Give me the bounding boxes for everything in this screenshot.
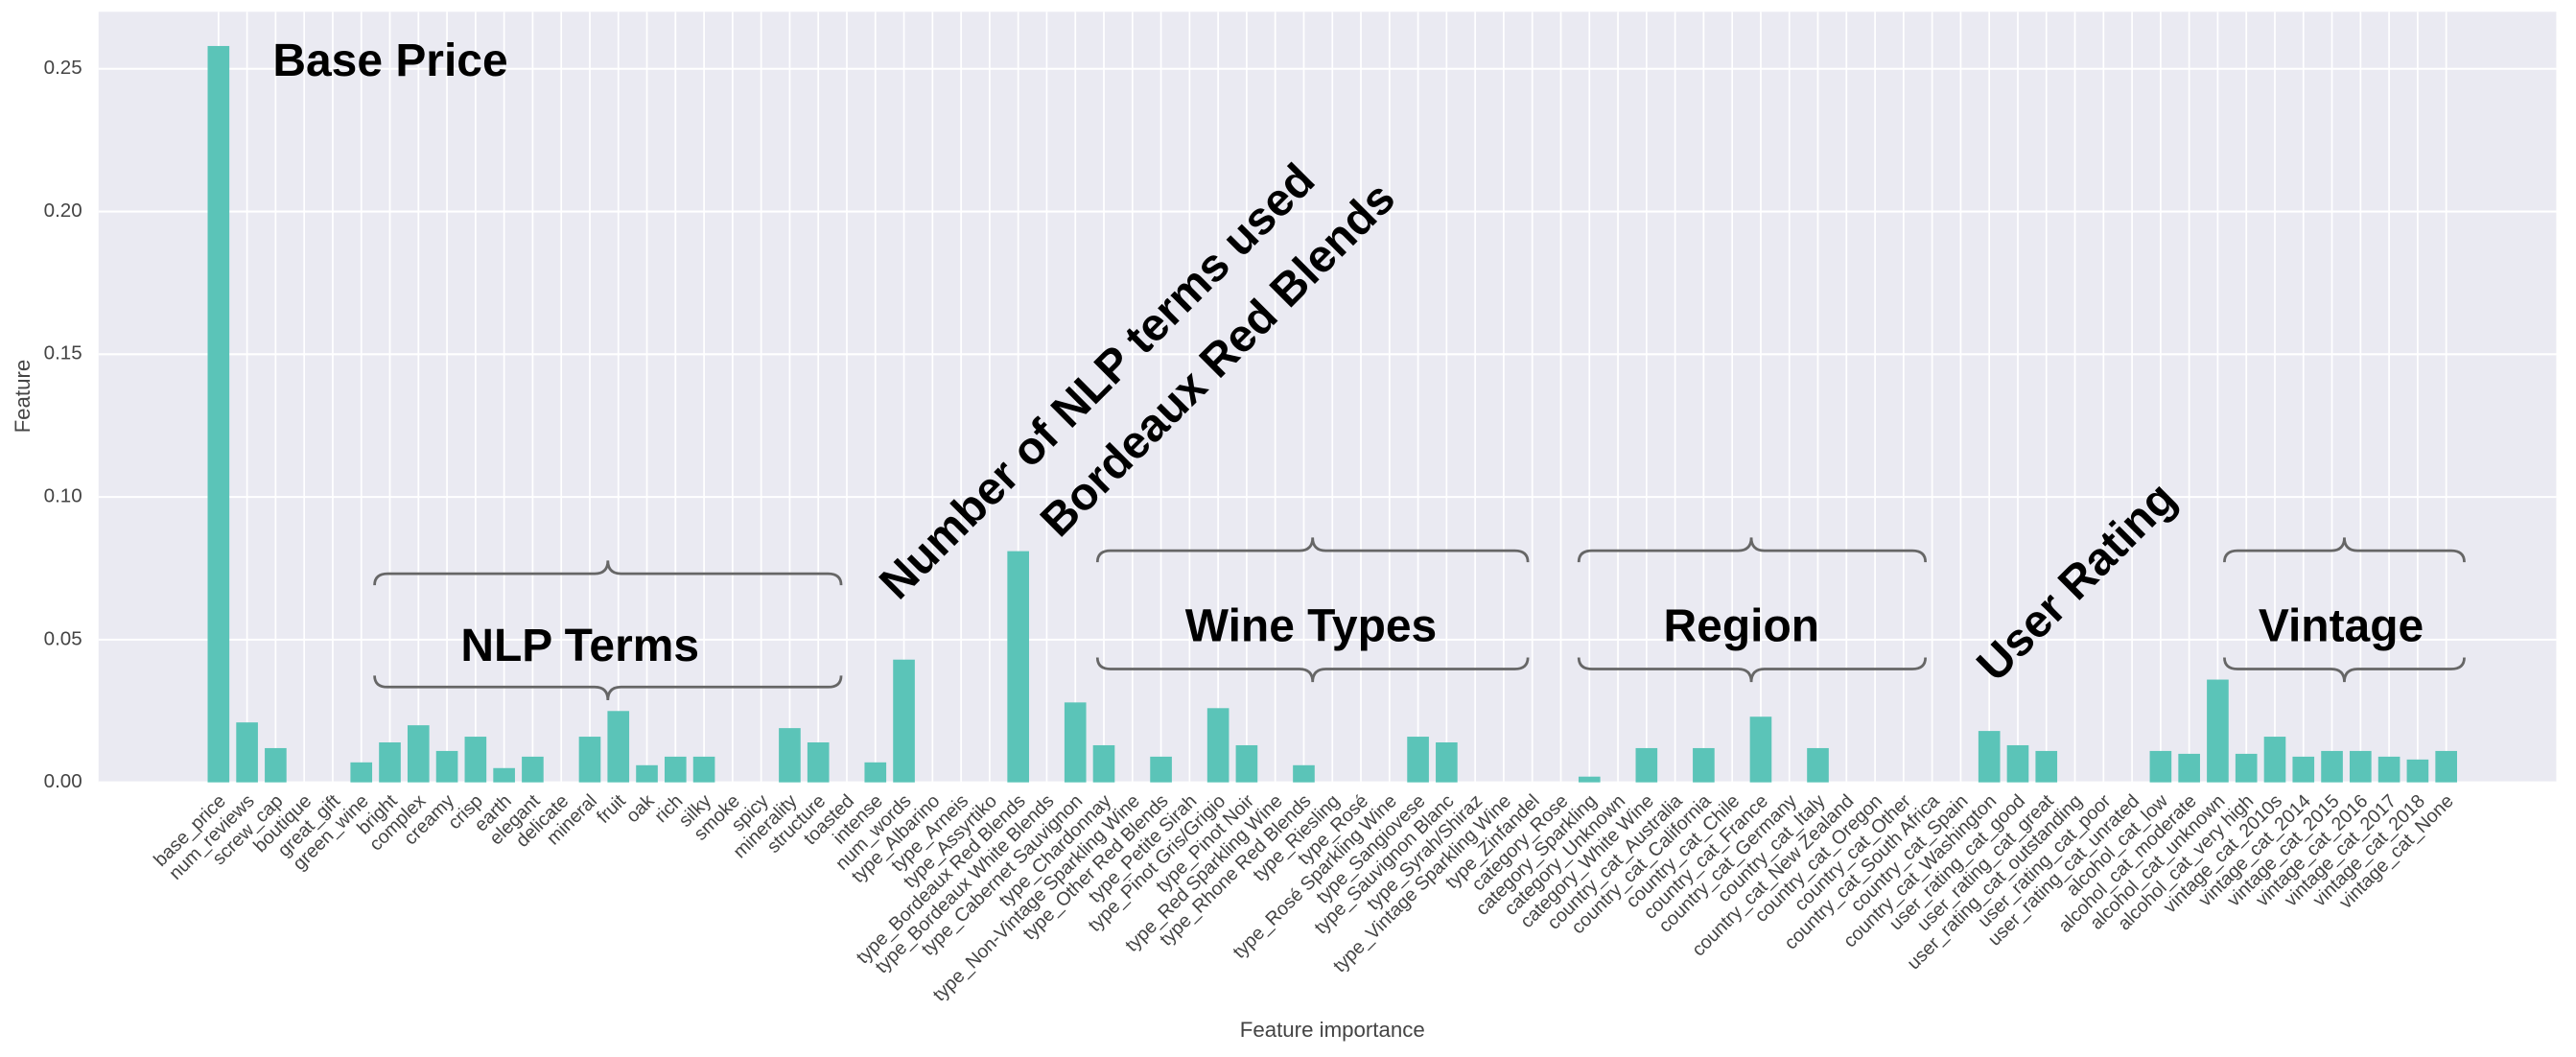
brace bbox=[373, 560, 843, 586]
brace bbox=[2223, 537, 2466, 563]
bar bbox=[779, 728, 801, 783]
bar bbox=[1436, 742, 1458, 783]
bar bbox=[236, 722, 258, 783]
braces bbox=[373, 537, 2466, 701]
bar bbox=[379, 742, 401, 783]
bar bbox=[1206, 708, 1229, 783]
bar bbox=[1749, 716, 1772, 783]
bar bbox=[1578, 776, 1601, 783]
brace bbox=[1095, 657, 1530, 683]
bar bbox=[2207, 679, 2229, 783]
brace bbox=[373, 675, 843, 701]
bar bbox=[2006, 744, 2029, 783]
bar bbox=[2350, 750, 2372, 783]
bar bbox=[607, 711, 630, 783]
brace bbox=[1095, 537, 1530, 563]
bar bbox=[407, 725, 430, 783]
bar bbox=[2035, 750, 2058, 783]
bar bbox=[350, 762, 373, 783]
bar bbox=[1693, 747, 1715, 783]
bar bbox=[2263, 737, 2286, 783]
bar bbox=[1978, 731, 2001, 783]
brace bbox=[2223, 657, 2466, 683]
brace bbox=[1577, 657, 1928, 683]
bar bbox=[2435, 750, 2457, 783]
bar bbox=[2321, 750, 2343, 783]
bar bbox=[664, 756, 687, 783]
bar bbox=[2377, 756, 2400, 783]
y-tick-label: 0.00 bbox=[44, 770, 82, 792]
bar bbox=[2235, 753, 2258, 783]
bar bbox=[522, 756, 544, 783]
bar bbox=[207, 45, 230, 783]
x-axis-label: Feature importance bbox=[1240, 1018, 1425, 1042]
bar bbox=[2406, 759, 2429, 783]
bar bbox=[1150, 756, 1172, 783]
bar bbox=[1092, 744, 1115, 783]
bar bbox=[435, 750, 458, 783]
annotation: NLP Terms bbox=[460, 621, 699, 671]
annotation: Wine Types bbox=[1185, 600, 1437, 651]
annotation: Vintage bbox=[2259, 600, 2424, 651]
y-tick-label: 0.05 bbox=[44, 627, 82, 649]
y-tick-label: 0.10 bbox=[44, 485, 82, 507]
bars bbox=[207, 45, 2457, 783]
brace bbox=[1577, 537, 1928, 563]
bar bbox=[2178, 753, 2200, 783]
bar bbox=[1635, 747, 1658, 783]
y-tick-label: 0.25 bbox=[44, 57, 82, 79]
bar bbox=[1064, 702, 1087, 783]
bar bbox=[807, 742, 830, 783]
annotation: Region bbox=[1664, 600, 1820, 651]
bar bbox=[578, 737, 601, 783]
bar bbox=[493, 767, 515, 783]
bar bbox=[265, 747, 287, 783]
bar bbox=[893, 659, 915, 783]
bar bbox=[636, 764, 658, 783]
plot-area bbox=[98, 12, 2557, 783]
annotation: Base Price bbox=[272, 35, 507, 86]
bar bbox=[464, 737, 487, 783]
bar bbox=[2149, 750, 2172, 783]
y-axis-label: Feature bbox=[11, 360, 35, 434]
bar bbox=[1293, 764, 1315, 783]
y-tick-label: 0.15 bbox=[44, 342, 82, 364]
bar bbox=[864, 762, 887, 783]
bar bbox=[1407, 737, 1429, 783]
bar bbox=[1007, 551, 1029, 783]
bar bbox=[692, 756, 715, 783]
y-tick-label: 0.20 bbox=[44, 200, 82, 222]
bar bbox=[1235, 744, 1258, 783]
bar bbox=[2292, 756, 2315, 783]
bar bbox=[1807, 747, 1829, 783]
